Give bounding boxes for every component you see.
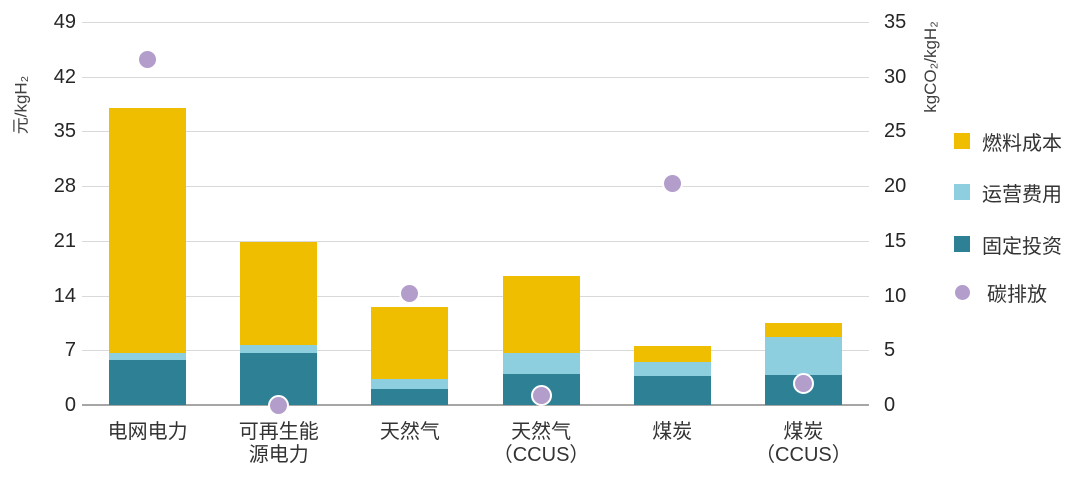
bar-segment xyxy=(371,307,449,380)
plot-area xyxy=(82,22,869,416)
left-axis-tick-label: 21 xyxy=(53,229,76,252)
x-axis-label: 电网电力 xyxy=(82,421,213,444)
bar-segment xyxy=(764,337,842,376)
right-axis-tick-label: 15 xyxy=(884,229,907,252)
bar-segment xyxy=(502,353,580,374)
x-axis-label: 天然气 （CCUS） xyxy=(476,421,607,467)
legend-item-label: 燃料成本 xyxy=(982,132,1062,155)
left-axis-tick-label: 0 xyxy=(64,394,76,416)
bar-segment xyxy=(371,379,449,390)
x-axis-label-line: 煤炭 xyxy=(652,421,693,443)
carbon-emission-dot xyxy=(399,282,421,304)
legend-item-2: 运营费用 xyxy=(954,180,1062,206)
x-axis-label-line: 天然气 xyxy=(379,421,440,443)
legend-item-label: 运营费用 xyxy=(982,183,1062,206)
x-axis-label-line: 可再生能 xyxy=(238,421,319,443)
bar-segment xyxy=(633,346,711,363)
gridline xyxy=(82,295,869,297)
right-axis-tick-label: 30 xyxy=(884,65,907,88)
bar-segment xyxy=(633,376,711,405)
x-axis-label-line: （CCUS） xyxy=(492,444,590,466)
x-axis-label: 可再生能 源电力 xyxy=(213,421,344,467)
gridline xyxy=(82,76,869,78)
gridline xyxy=(82,131,869,133)
gridline xyxy=(82,22,869,23)
legend-item-1: 燃料成本 xyxy=(954,129,1062,155)
gridline xyxy=(82,240,869,242)
legend-square-swatch xyxy=(954,133,970,149)
legend-item-4: 碳排放 xyxy=(954,280,1047,306)
left-axis-tick-label: 14 xyxy=(53,284,76,307)
gridline xyxy=(82,350,869,352)
carbon-emission-dot xyxy=(268,394,290,416)
x-axis-baseline xyxy=(82,404,869,406)
carbon-emission-dot xyxy=(661,173,683,195)
x-axis-label-line: （CCUS） xyxy=(755,444,852,466)
bar-segment xyxy=(502,276,580,354)
x-axis-label-line: 天然气 xyxy=(511,421,572,443)
bar-segment xyxy=(371,389,449,405)
bar-segment xyxy=(109,352,187,360)
left-axis-tick-label: 7 xyxy=(64,339,76,362)
x-axis-label: 天然气 xyxy=(344,421,475,444)
right-axis-tick-label: 10 xyxy=(884,284,907,307)
x-axis-label-line: 电网电力 xyxy=(107,421,188,443)
legend-square-swatch xyxy=(954,184,970,200)
bar-segment xyxy=(109,359,187,405)
bar-segment xyxy=(633,362,711,377)
left-axis-tick-label: 35 xyxy=(53,120,76,143)
bar-segment xyxy=(240,344,318,353)
x-axis-label: 煤炭 （CCUS） xyxy=(738,421,869,467)
legend-circle-swatch xyxy=(955,284,970,300)
right-axis-tick-label: 0 xyxy=(884,394,896,416)
legend-item-label: 固定投资 xyxy=(982,235,1062,258)
carbon-emission-dot xyxy=(137,48,159,70)
legend-square-swatch xyxy=(954,236,970,252)
x-axis-label-line: 煤炭 xyxy=(783,421,824,443)
bar-segment xyxy=(109,108,187,353)
bar-segment xyxy=(240,242,318,345)
x-axis-label: 煤炭 xyxy=(607,421,738,444)
gridline xyxy=(82,186,869,188)
bar-segment xyxy=(764,322,842,337)
legend-item-label: 碳排放 xyxy=(987,283,1047,306)
x-axis-label-line: 源电力 xyxy=(248,444,309,466)
right-axis-tick-label: 35 xyxy=(884,11,907,33)
right-axis-tick-label: 25 xyxy=(884,120,907,143)
left-axis-tick-label: 28 xyxy=(53,175,76,198)
left-axis-tick-label: 42 xyxy=(53,65,76,88)
carbon-emission-dot xyxy=(530,384,552,406)
right-axis-tick-label: 20 xyxy=(884,175,907,198)
carbon-emission-dot xyxy=(792,372,814,394)
right-axis-tick-label: 5 xyxy=(884,339,896,362)
legend-item-3: 固定投资 xyxy=(954,232,1062,258)
left-axis-tick-label: 49 xyxy=(53,11,76,33)
